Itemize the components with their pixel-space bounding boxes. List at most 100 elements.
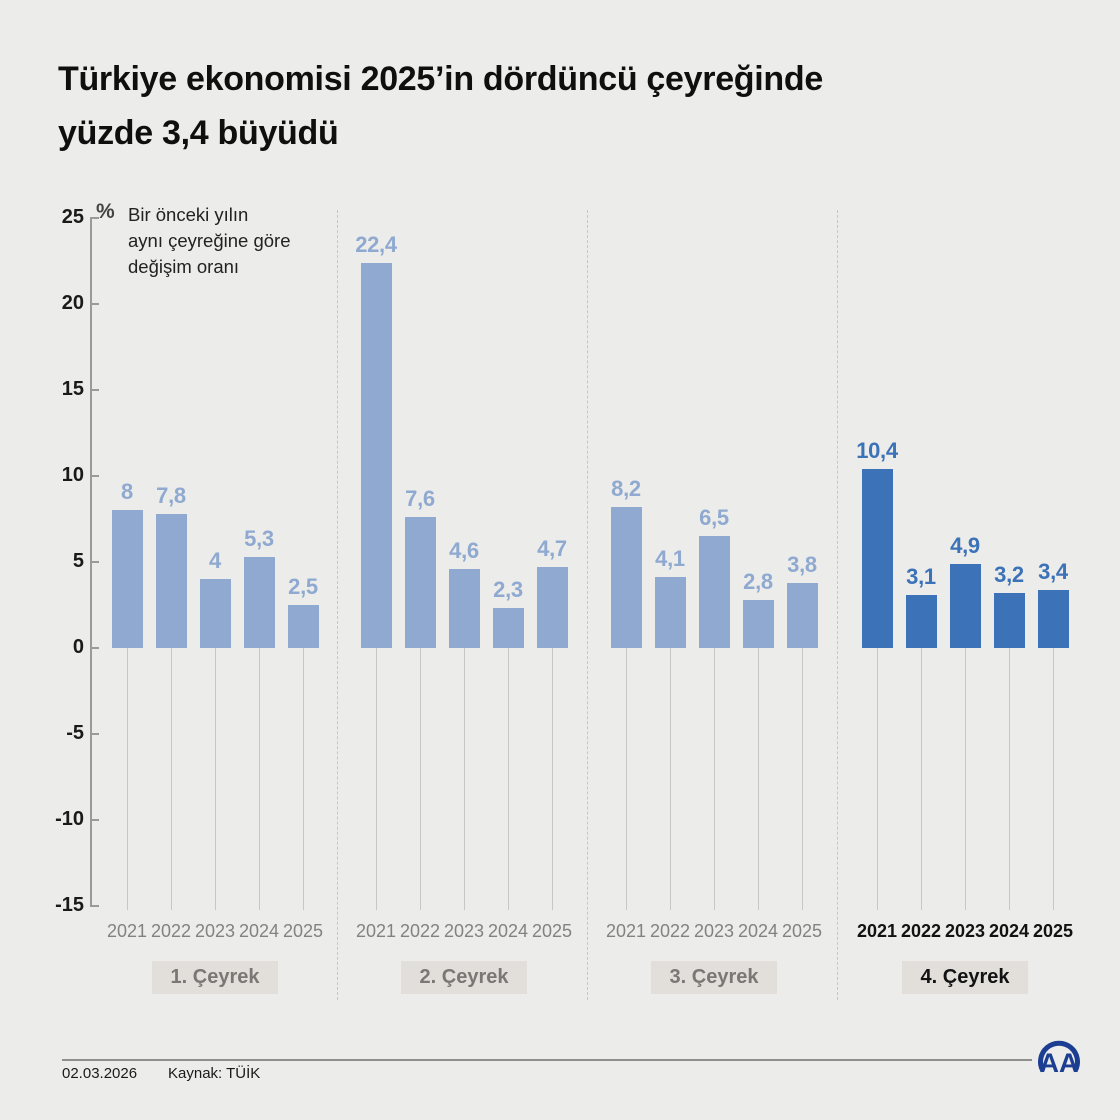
bar-value-label: 4,1: [655, 546, 685, 572]
svg-text:AA: AA: [1040, 1048, 1079, 1078]
bar-4q-2024: [993, 592, 1025, 648]
x-axis-year-label: 2022: [150, 921, 192, 941]
bar-baseline-stem: [1053, 648, 1054, 910]
bar-3q-2022: [654, 577, 686, 648]
x-axis-year-label: 2021: [106, 921, 148, 941]
y-axis-tick: [90, 733, 99, 735]
quarter-separator-line: [337, 210, 338, 1000]
x-axis-year-label: 2025: [282, 921, 324, 941]
y-axis-tick-label: -5: [66, 722, 84, 744]
bar-3q-2021: [610, 506, 642, 648]
y-axis-tick-label: -15: [55, 894, 84, 916]
chart-note-line-3: değişim oranı: [128, 256, 240, 277]
bar-3q-2025: [786, 582, 818, 648]
footer-divider: [62, 1059, 1032, 1061]
bar-3q-2023: [698, 536, 730, 648]
bar-2q-2025: [536, 567, 568, 648]
x-axis-year-label: 2024: [238, 921, 280, 941]
bar-4q-2023: [949, 563, 981, 648]
bar-3q-2024: [742, 599, 774, 648]
y-axis-tick-label: 5: [72, 550, 84, 572]
x-axis-year-label: 2021: [355, 921, 397, 941]
bar-baseline-stem: [965, 648, 966, 910]
quarter-separator-line: [587, 210, 588, 1000]
bar-4q-2022: [905, 594, 937, 648]
page-title: Türkiye ekonomisi 2025’in dördüncü çeyre…: [58, 52, 1058, 161]
bar-value-label: 4,9: [950, 532, 980, 558]
bar-value-label: 4,6: [449, 537, 479, 563]
x-axis-year-label: 2024: [737, 921, 779, 941]
bar-baseline-stem: [464, 648, 465, 910]
footer-source: Kaynak: TÜİK: [168, 1065, 261, 1082]
bar-2q-2021: [360, 262, 392, 648]
y-axis-tick-label: -10: [55, 808, 84, 830]
x-axis-year-label: 2023: [693, 921, 735, 941]
chart-note-line-2: aynı çeyreğine göre: [128, 230, 291, 251]
bar-baseline-stem: [552, 648, 553, 910]
x-axis-year-label: 2022: [399, 921, 441, 941]
bar-4q-2025: [1037, 589, 1069, 648]
x-axis-year-label: 2023: [194, 921, 236, 941]
x-axis-year-label: 2024: [487, 921, 529, 941]
x-axis-year-label: 2025: [531, 921, 573, 941]
bar-2q-2024: [492, 608, 524, 648]
bar-baseline-stem: [508, 648, 509, 910]
y-axis-tick: [90, 819, 99, 821]
bar-1q-2023: [199, 579, 231, 648]
bar-value-label: 4: [209, 548, 221, 574]
y-axis-tick-label: 20: [61, 292, 84, 314]
title-line-2: yüzde 3,4 büyüdü: [58, 114, 339, 153]
x-axis-year-label: 2022: [649, 921, 691, 941]
bar-baseline-stem: [303, 648, 304, 910]
percent-axis-unit: %: [96, 200, 115, 223]
bar-baseline-stem: [802, 648, 803, 910]
bar-value-label: 3,4: [1038, 558, 1068, 584]
bar-baseline-stem: [376, 648, 377, 910]
x-axis-year-label: 2024: [988, 921, 1030, 941]
bar-baseline-stem: [921, 648, 922, 910]
quarter-label-2: 2. Çeyrek: [401, 961, 527, 994]
bar-baseline-stem: [670, 648, 671, 910]
bar-value-label: 8: [121, 479, 133, 505]
bar-1q-2025: [287, 605, 319, 648]
bar-2q-2022: [404, 517, 436, 648]
y-axis-tick: [90, 905, 99, 907]
chart-note: Bir önceki yılın aynı çeyreğine göre değ…: [128, 202, 291, 280]
aa-agency-logo: AA: [1038, 1040, 1080, 1078]
y-axis-tick: [90, 561, 99, 563]
bar-baseline-stem: [877, 648, 878, 910]
bar-value-label: 2,3: [493, 577, 523, 603]
bar-baseline-stem: [127, 648, 128, 910]
bar-value-label: 7,8: [156, 482, 186, 508]
bar-value-label: 2,5: [288, 574, 318, 599]
chart-note-line-1: Bir önceki yılın: [128, 204, 249, 225]
bar-4q-2021: [861, 469, 893, 648]
bar-baseline-stem: [626, 648, 627, 910]
bar-baseline-stem: [215, 648, 216, 910]
bar-1q-2024: [243, 556, 275, 648]
y-axis-tick: [90, 647, 99, 649]
bar-value-label: 7,6: [405, 486, 435, 512]
bar-value-label: 10,4: [856, 438, 898, 464]
y-axis-tick-label: 10: [61, 464, 84, 486]
y-axis-tick-label: 0: [72, 636, 84, 658]
quarter-separator-line: [837, 210, 838, 1000]
x-axis-year-label: 2021: [856, 921, 898, 941]
bar-value-label: 6,5: [699, 505, 729, 531]
bar-baseline-stem: [420, 648, 421, 910]
quarter-label-1: 1. Çeyrek: [152, 961, 278, 994]
bar-value-label: 3,1: [906, 563, 936, 589]
bar-baseline-stem: [171, 648, 172, 910]
bar-baseline-stem: [1009, 648, 1010, 910]
bar-2q-2023: [448, 568, 480, 648]
bar-value-label: 8,2: [611, 475, 641, 501]
bar-value-label: 3,8: [787, 551, 817, 577]
bar-1q-2021: [111, 510, 143, 648]
y-axis-tick: [90, 303, 99, 305]
x-axis-year-label: 2021: [605, 921, 647, 941]
bar-1q-2022: [155, 513, 187, 648]
y-axis-tick: [90, 475, 99, 477]
quarter-label-4: 4. Çeyrek: [902, 961, 1028, 994]
x-axis-year-label: 2022: [900, 921, 942, 941]
